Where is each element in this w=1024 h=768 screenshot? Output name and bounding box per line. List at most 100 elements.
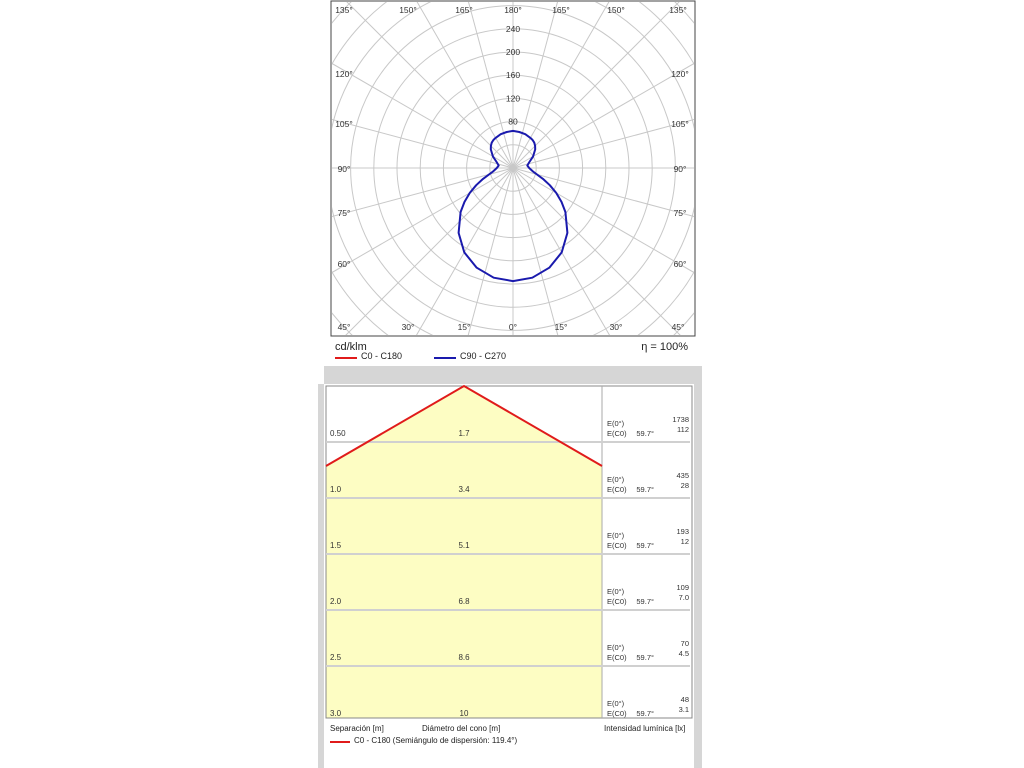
separation-value: 1.5 bbox=[330, 541, 342, 550]
cone-legend-label: C0 - C180 (Semiángulo de dispersión: 119… bbox=[354, 736, 518, 745]
polar-spoke bbox=[512, 167, 559, 335]
left-angle-label: 105° bbox=[335, 119, 353, 129]
diameter-value: 10 bbox=[460, 709, 469, 718]
polar-spoke bbox=[346, 2, 514, 169]
e0-label: E(0°) bbox=[607, 643, 625, 652]
ec0-value: 3.1 bbox=[679, 705, 689, 714]
cone-fill bbox=[326, 386, 602, 718]
ec0-label: E(C0) bbox=[607, 485, 627, 494]
angle-value: 59.7° bbox=[636, 709, 654, 718]
e0-value: 70 bbox=[681, 639, 689, 648]
polar-diagram: 240 200 160 120 80 135° 150° 165° 180° 165° 150° 13… bbox=[330, 0, 696, 337]
left-angle-label: 75° bbox=[338, 208, 351, 218]
polar-series-c90-c270 bbox=[457, 129, 569, 283]
e0-value: 109 bbox=[676, 583, 689, 592]
cone-frame bbox=[325, 385, 693, 719]
polar-spoke bbox=[512, 2, 558, 169]
bottom-angle-label: 45° bbox=[672, 322, 685, 332]
cone-edge-c0-c180 bbox=[325, 384, 603, 467]
ec0-value: 12 bbox=[681, 537, 689, 546]
polar-spoke bbox=[467, 167, 514, 335]
polar-spoke bbox=[468, 2, 514, 169]
unit-label: cd/klm bbox=[335, 341, 367, 353]
polar-spoke bbox=[512, 167, 694, 218]
cone-legend-swatch bbox=[330, 741, 350, 743]
top-angle-label: 165° bbox=[455, 5, 473, 15]
side-band-left bbox=[318, 384, 324, 768]
polar-spoke bbox=[332, 118, 514, 169]
polar-spoke bbox=[345, 167, 514, 335]
right-angle-label: 120° bbox=[671, 69, 689, 79]
bottom-angle-label: 45° bbox=[338, 322, 351, 332]
radial-tick-label: 240 bbox=[506, 24, 520, 34]
separation-axis-label: Separación [m] bbox=[330, 724, 384, 733]
angle-value: 59.7° bbox=[636, 597, 654, 606]
diameter-value: 8.6 bbox=[458, 653, 470, 662]
right-angle-label: 75° bbox=[674, 208, 687, 218]
cone-diagram-panel: 0.50 1.7 E(0°) E(C0) 59.7° 1738 112 1.0 3.4 E(0°)… bbox=[324, 384, 694, 768]
bottom-angle-label: 15° bbox=[458, 322, 471, 332]
left-angle-label: 90° bbox=[338, 164, 351, 174]
radial-tick-label: 160 bbox=[506, 70, 520, 80]
legend-label-c90: C90 - C270 bbox=[460, 351, 507, 361]
separation-value: 2.0 bbox=[330, 597, 342, 606]
polar-spoke bbox=[332, 62, 514, 169]
ec0-label: E(C0) bbox=[607, 597, 627, 606]
polar-spoke bbox=[332, 167, 514, 218]
radial-tick-label: 200 bbox=[506, 47, 520, 57]
separation-value: 1.0 bbox=[330, 485, 342, 494]
polar-spoke bbox=[512, 62, 694, 169]
top-angle-label: 150° bbox=[607, 5, 625, 15]
top-angle-label: 165° bbox=[552, 5, 570, 15]
ec0-value: 28 bbox=[681, 481, 689, 490]
ec0-value: 4.5 bbox=[679, 649, 689, 658]
right-angle-label: 60° bbox=[674, 259, 687, 269]
bottom-angle-label: 0° bbox=[509, 322, 517, 332]
e0-label: E(0°) bbox=[607, 419, 625, 428]
separation-value: 3.0 bbox=[330, 709, 342, 718]
legend-swatch-c0 bbox=[335, 357, 357, 359]
diameter-value: 6.8 bbox=[458, 597, 470, 606]
separator-band bbox=[324, 366, 702, 384]
polar-spoke bbox=[512, 167, 694, 274]
e0-label: E(0°) bbox=[607, 699, 625, 708]
ec0-label: E(C0) bbox=[607, 653, 627, 662]
e0-label: E(0°) bbox=[607, 475, 625, 484]
separation-value: 2.5 bbox=[330, 653, 342, 662]
top-angle-label: 150° bbox=[399, 5, 417, 15]
polar-spoke bbox=[332, 167, 514, 274]
left-angle-label: 60° bbox=[338, 259, 351, 269]
e0-value: 435 bbox=[676, 471, 689, 480]
diameter-axis-label: Diámetro del cono [m] bbox=[422, 724, 501, 733]
ec0-label: E(C0) bbox=[607, 429, 627, 438]
polar-spoke bbox=[512, 2, 680, 169]
legend-label-c0: C0 - C180 bbox=[361, 351, 403, 361]
radial-tick-label: 80 bbox=[508, 117, 518, 127]
side-band-right bbox=[694, 384, 702, 768]
top-angle-label: 135° bbox=[669, 5, 687, 15]
bottom-angle-label: 30° bbox=[610, 322, 623, 332]
right-angle-label: 105° bbox=[671, 119, 689, 129]
right-angle-label: 90° bbox=[674, 164, 687, 174]
angle-value: 59.7° bbox=[636, 429, 654, 438]
diameter-value: 5.1 bbox=[458, 541, 470, 550]
polar-spoke bbox=[512, 2, 610, 169]
left-angle-label: 120° bbox=[335, 69, 353, 79]
separation-value: 0.50 bbox=[330, 429, 346, 438]
polar-spoke bbox=[512, 167, 681, 335]
efficiency-label: η = 100% bbox=[641, 341, 688, 353]
polar-spoke bbox=[416, 167, 514, 335]
polar-spoke bbox=[416, 2, 514, 169]
e0-value: 48 bbox=[681, 695, 689, 704]
polar-grid bbox=[332, 2, 694, 335]
e0-label: E(0°) bbox=[607, 587, 625, 596]
e0-value: 193 bbox=[676, 527, 689, 536]
polar-diagram-panel: 240 200 160 120 80 135° 150° 165° 180° 165° 150° 13… bbox=[330, 0, 700, 366]
angle-value: 59.7° bbox=[636, 485, 654, 494]
polar-spoke bbox=[512, 167, 610, 335]
polar-spoke bbox=[512, 118, 694, 169]
angle-value: 59.7° bbox=[636, 541, 654, 550]
legend-swatch-c90 bbox=[434, 357, 456, 359]
angle-value: 59.7° bbox=[636, 653, 654, 662]
